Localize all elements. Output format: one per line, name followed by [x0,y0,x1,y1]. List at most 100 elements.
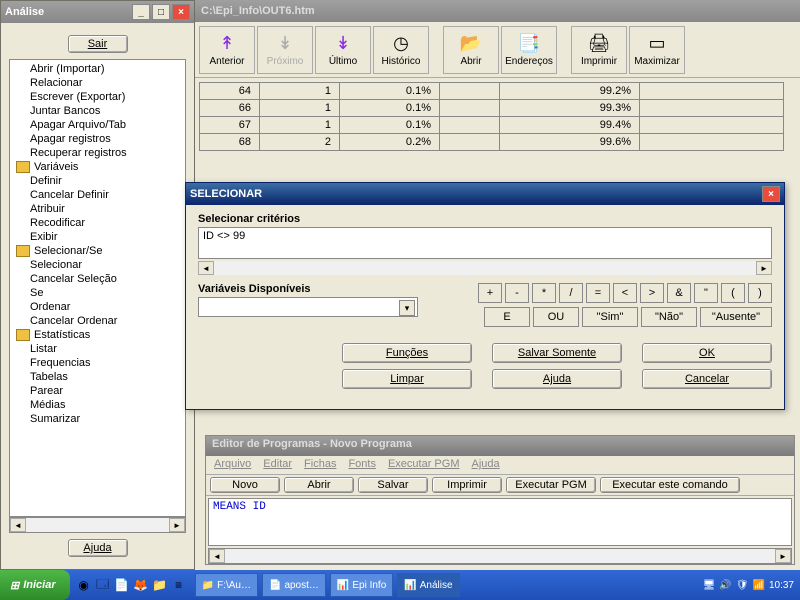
tree-item[interactable]: Apagar registros [12,132,183,146]
maximizar-button[interactable]: ▭Maximizar [629,26,685,74]
tree-item[interactable]: Atribuir [12,202,183,216]
menu-editar[interactable]: Editar [263,458,292,472]
op-nao[interactable]: "Não" [641,307,697,327]
tree-item[interactable]: Cancelar Definir [12,188,183,202]
tree-item[interactable]: Selecionar [12,258,183,272]
cancelar-button[interactable]: Cancelar [642,369,772,389]
tree-item[interactable]: Recuperar registros [12,146,183,160]
op-div[interactable]: / [559,283,583,303]
op-sim[interactable]: "Sim" [582,307,638,327]
op-ausente[interactable]: "Ausente" [700,307,772,327]
tree-item[interactable]: Tabelas [12,370,183,384]
tree-item[interactable]: Médias [12,398,183,412]
dialog-ajuda-button[interactable]: Ajuda [492,369,622,389]
tray-icon[interactable]: 🔊 [719,580,731,591]
tree-item[interactable]: Se [12,286,183,300]
ok-button[interactable]: OK [642,343,772,363]
anterior-button[interactable]: ↟Anterior [199,26,255,74]
executar-comando-button[interactable]: Executar este comando [600,477,740,493]
novo-button[interactable]: Novo [210,477,280,493]
op-rparen[interactable]: ) [748,283,772,303]
limpar-button[interactable]: Limpar [342,369,472,389]
scroll-right-icon[interactable]: ► [169,518,185,532]
scroll-left-icon[interactable]: ◄ [198,261,214,275]
folder-variaveis[interactable]: Variáveis [12,160,183,174]
ql-icon[interactable]: 📁 [152,577,168,593]
historico-button[interactable]: ◷Histórico [373,26,429,74]
funcoes-button[interactable]: Funções [342,343,472,363]
op-gt[interactable]: > [640,283,664,303]
dialog-close-button[interactable]: × [762,186,780,202]
task-item[interactable]: 📊Epi Info [330,573,393,597]
tree-item[interactable]: Exibir [12,230,183,244]
menu-ajuda[interactable]: Ajuda [472,458,500,472]
ql-icon[interactable]: ◉ [76,577,92,593]
tree-item[interactable]: Listar [12,342,183,356]
op-lt[interactable]: < [613,283,637,303]
proximo-button[interactable]: ↡Próximo [257,26,313,74]
criteria-input[interactable]: ID <> 99 [198,227,772,259]
ajuda-button[interactable]: Ajuda [68,539,128,557]
editor-textarea[interactable]: MEANS ID [208,498,792,546]
scroll-right-icon[interactable]: ► [775,549,791,563]
tray-icon[interactable]: 📶 [753,580,765,591]
tree-item[interactable]: Parear [12,384,183,398]
op-plus[interactable]: + [478,283,502,303]
ql-icon[interactable]: 🦊 [133,577,149,593]
executar-pgm-button[interactable]: Executar PGM [506,477,596,493]
menu-fonts[interactable]: Fonts [348,458,376,472]
ultimo-button[interactable]: ↡Último [315,26,371,74]
salvar-button[interactable]: Salvar [358,477,428,493]
vars-dropdown[interactable] [198,297,418,317]
folder-estatisticas[interactable]: Estatísticas [12,328,183,342]
ql-icon[interactable]: 🗔 [95,577,111,593]
tree-item[interactable]: Recodificar [12,216,183,230]
tray-icon[interactable]: 🛡 [736,580,749,591]
op-e[interactable]: E [484,307,530,327]
op-lparen[interactable]: ( [721,283,745,303]
start-button[interactable]: ⊞ Iniciar [0,570,70,600]
tree-item[interactable]: Cancelar Seleção [12,272,183,286]
tree-item[interactable]: Abrir (Importar) [12,62,183,76]
scroll-left-icon[interactable]: ◄ [209,549,225,563]
ql-icon[interactable]: ≡ [171,577,187,593]
salvar-somente-button[interactable]: Salvar Somente [492,343,622,363]
abrir-button[interactable]: 📂Abrir [443,26,499,74]
op-quote[interactable]: " [694,283,718,303]
task-item[interactable]: 📄apost… [262,573,326,597]
task-item[interactable]: 📊Análise [397,573,459,597]
tree-item[interactable]: Definir [12,174,183,188]
tree-item[interactable]: Ordenar [12,300,183,314]
tray-icon[interactable]: 🖥 [703,580,716,591]
tree-item[interactable]: Sumarizar [12,412,183,426]
menu-fichas[interactable]: Fichas [304,458,336,472]
sair-button[interactable]: Sair [68,35,128,53]
close-button[interactable]: × [172,4,190,20]
tree-item[interactable]: Escrever (Exportar) [12,90,183,104]
imprimir-editor-button[interactable]: Imprimir [432,477,502,493]
folder-selecionar[interactable]: Selecionar/Se [12,244,183,258]
tree-item[interactable]: Relacionar [12,76,183,90]
tree-scrollbar[interactable]: ◄ ► [9,517,186,533]
op-minus[interactable]: - [505,283,529,303]
op-ou[interactable]: OU [533,307,579,327]
tree-item[interactable]: Juntar Bancos [12,104,183,118]
op-and[interactable]: & [667,283,691,303]
op-mult[interactable]: * [532,283,556,303]
command-tree[interactable]: Abrir (Importar) Relacionar Escrever (Ex… [9,59,186,517]
scroll-left-icon[interactable]: ◄ [10,518,26,532]
menu-executar[interactable]: Executar PGM [388,458,460,472]
maximize-button[interactable]: □ [152,4,170,20]
abrir-editor-button[interactable]: Abrir [284,477,354,493]
enderecos-button[interactable]: 📑Endereços [501,26,557,74]
imprimir-button[interactable]: 🖨Imprimir [571,26,627,74]
tree-item[interactable]: Frequencias [12,356,183,370]
ql-icon[interactable]: 📄 [114,577,130,593]
tree-item[interactable]: Apagar Arquivo/Tab [12,118,183,132]
minimize-button[interactable]: _ [132,4,150,20]
menu-arquivo[interactable]: Arquivo [214,458,251,472]
op-eq[interactable]: = [586,283,610,303]
task-item[interactable]: 📁F:\Au… [195,573,258,597]
tree-item[interactable]: Cancelar Ordenar [12,314,183,328]
scroll-right-icon[interactable]: ► [756,261,772,275]
